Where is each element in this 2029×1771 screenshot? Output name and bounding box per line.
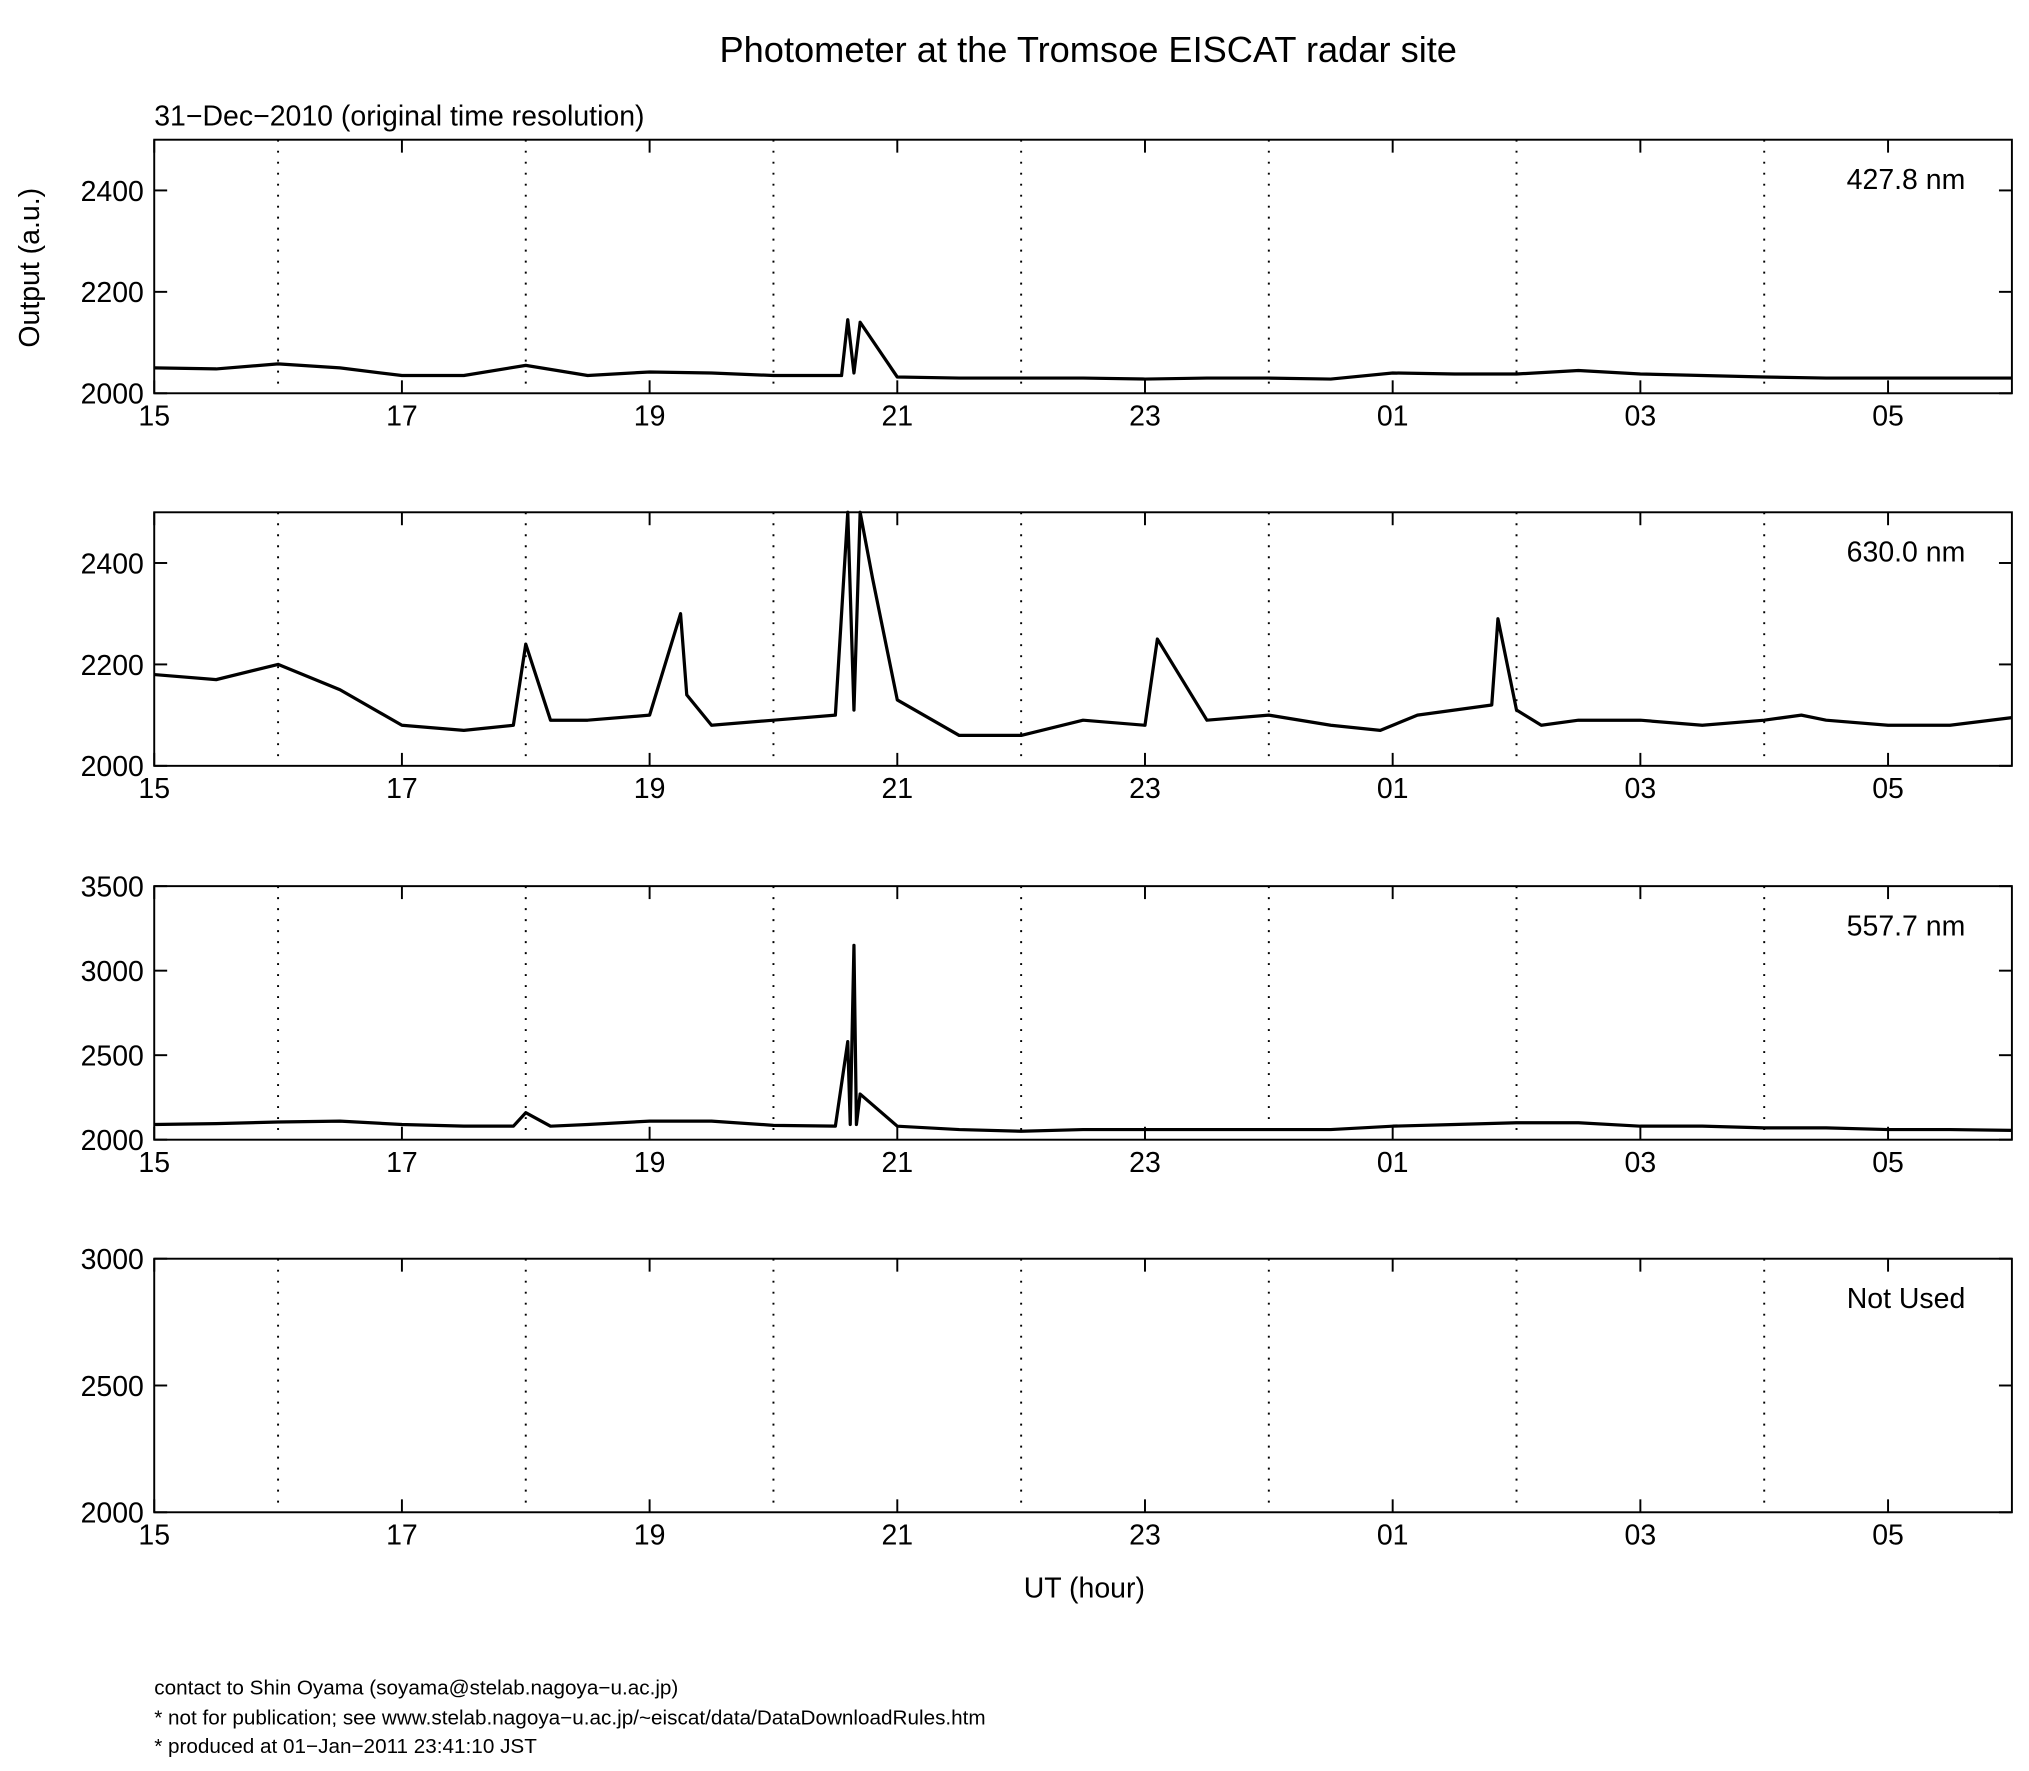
y-tick-label: 3000 [81, 1244, 144, 1276]
y-tick-label: 2500 [81, 1371, 144, 1403]
x-tick-label: 23 [1129, 401, 1161, 433]
panel-label: Not Used [1847, 1283, 1966, 1315]
x-tick-label: 03 [1625, 1147, 1657, 1179]
x-tick-label: 17 [386, 401, 418, 433]
footer-line: * not for publication; see www.stelab.na… [154, 1706, 985, 1729]
y-tick-label: 2500 [81, 1041, 144, 1073]
y-tick-label: 2000 [81, 1498, 144, 1530]
title: Photometer at the Tromsoe EISCAT radar s… [720, 29, 1457, 70]
x-tick-label: 05 [1872, 1147, 1904, 1179]
x-tick-label: 03 [1625, 401, 1657, 433]
x-tick-label: 15 [138, 1520, 170, 1552]
x-tick-label: 17 [386, 773, 418, 805]
y-tick-label: 3000 [81, 956, 144, 988]
x-tick-label: 19 [634, 773, 666, 805]
x-tick-label: 01 [1377, 1520, 1409, 1552]
subtitle: 31−Dec−2010 (original time resolution) [154, 100, 644, 132]
x-tick-label: 01 [1377, 773, 1409, 805]
data-line [154, 318, 2012, 381]
x-tick-label: 21 [881, 1147, 913, 1179]
x-tick-label: 01 [1377, 401, 1409, 433]
x-tick-label: 15 [138, 1147, 170, 1179]
footer-line: contact to Shin Oyama (soyama@stelab.nag… [154, 1677, 678, 1700]
plot-frame [153, 885, 2013, 1141]
x-tick-label: 05 [1872, 1520, 1904, 1552]
x-tick-label: 15 [138, 401, 170, 433]
y-tick-label: 2200 [81, 277, 144, 309]
x-tick-label: 05 [1872, 773, 1904, 805]
x-axis-label: UT (hour) [1024, 1573, 1145, 1605]
y-tick-label: 2400 [81, 548, 144, 580]
data-line [154, 510, 2013, 738]
x-tick-label: 17 [386, 1520, 418, 1552]
plot-frame [153, 511, 2013, 767]
x-tick-label: 17 [386, 1147, 418, 1179]
x-tick-label: 15 [138, 773, 170, 805]
plot-frame [153, 1257, 2013, 1514]
y-tick-label: 2400 [81, 176, 144, 208]
x-tick-label: 19 [634, 1520, 666, 1552]
x-tick-label: 21 [881, 773, 913, 805]
data-line [154, 943, 2012, 1133]
y-tick-label: 2000 [81, 1125, 144, 1157]
x-tick-label: 03 [1625, 773, 1657, 805]
x-tick-label: 23 [1129, 1520, 1161, 1552]
x-tick-label: 03 [1625, 1520, 1657, 1552]
panel-label: 427.8 nm [1847, 164, 1966, 196]
x-tick-label: 21 [881, 401, 913, 433]
x-tick-label: 21 [881, 1520, 913, 1552]
x-tick-label: 19 [634, 1147, 666, 1179]
footer-line: * produced at 01−Jan−2011 23:41:10 JST [154, 1735, 537, 1758]
x-tick-label: 01 [1377, 1147, 1409, 1179]
y-tick-label: 3500 [81, 871, 144, 903]
y-tick-label: 2000 [81, 751, 144, 783]
x-tick-label: 05 [1872, 401, 1904, 433]
y-tick-label: 2200 [81, 650, 144, 682]
y-tick-label: 2000 [81, 379, 144, 411]
plot-frame [153, 138, 2013, 395]
x-tick-label: 23 [1129, 1147, 1161, 1179]
panel-label: 557.7 nm [1847, 910, 1966, 942]
x-tick-label: 23 [1129, 773, 1161, 805]
panel-label: 630.0 nm [1847, 536, 1966, 568]
y-axis-label: Output (a.u.) [14, 188, 46, 348]
x-tick-label: 19 [634, 401, 666, 433]
